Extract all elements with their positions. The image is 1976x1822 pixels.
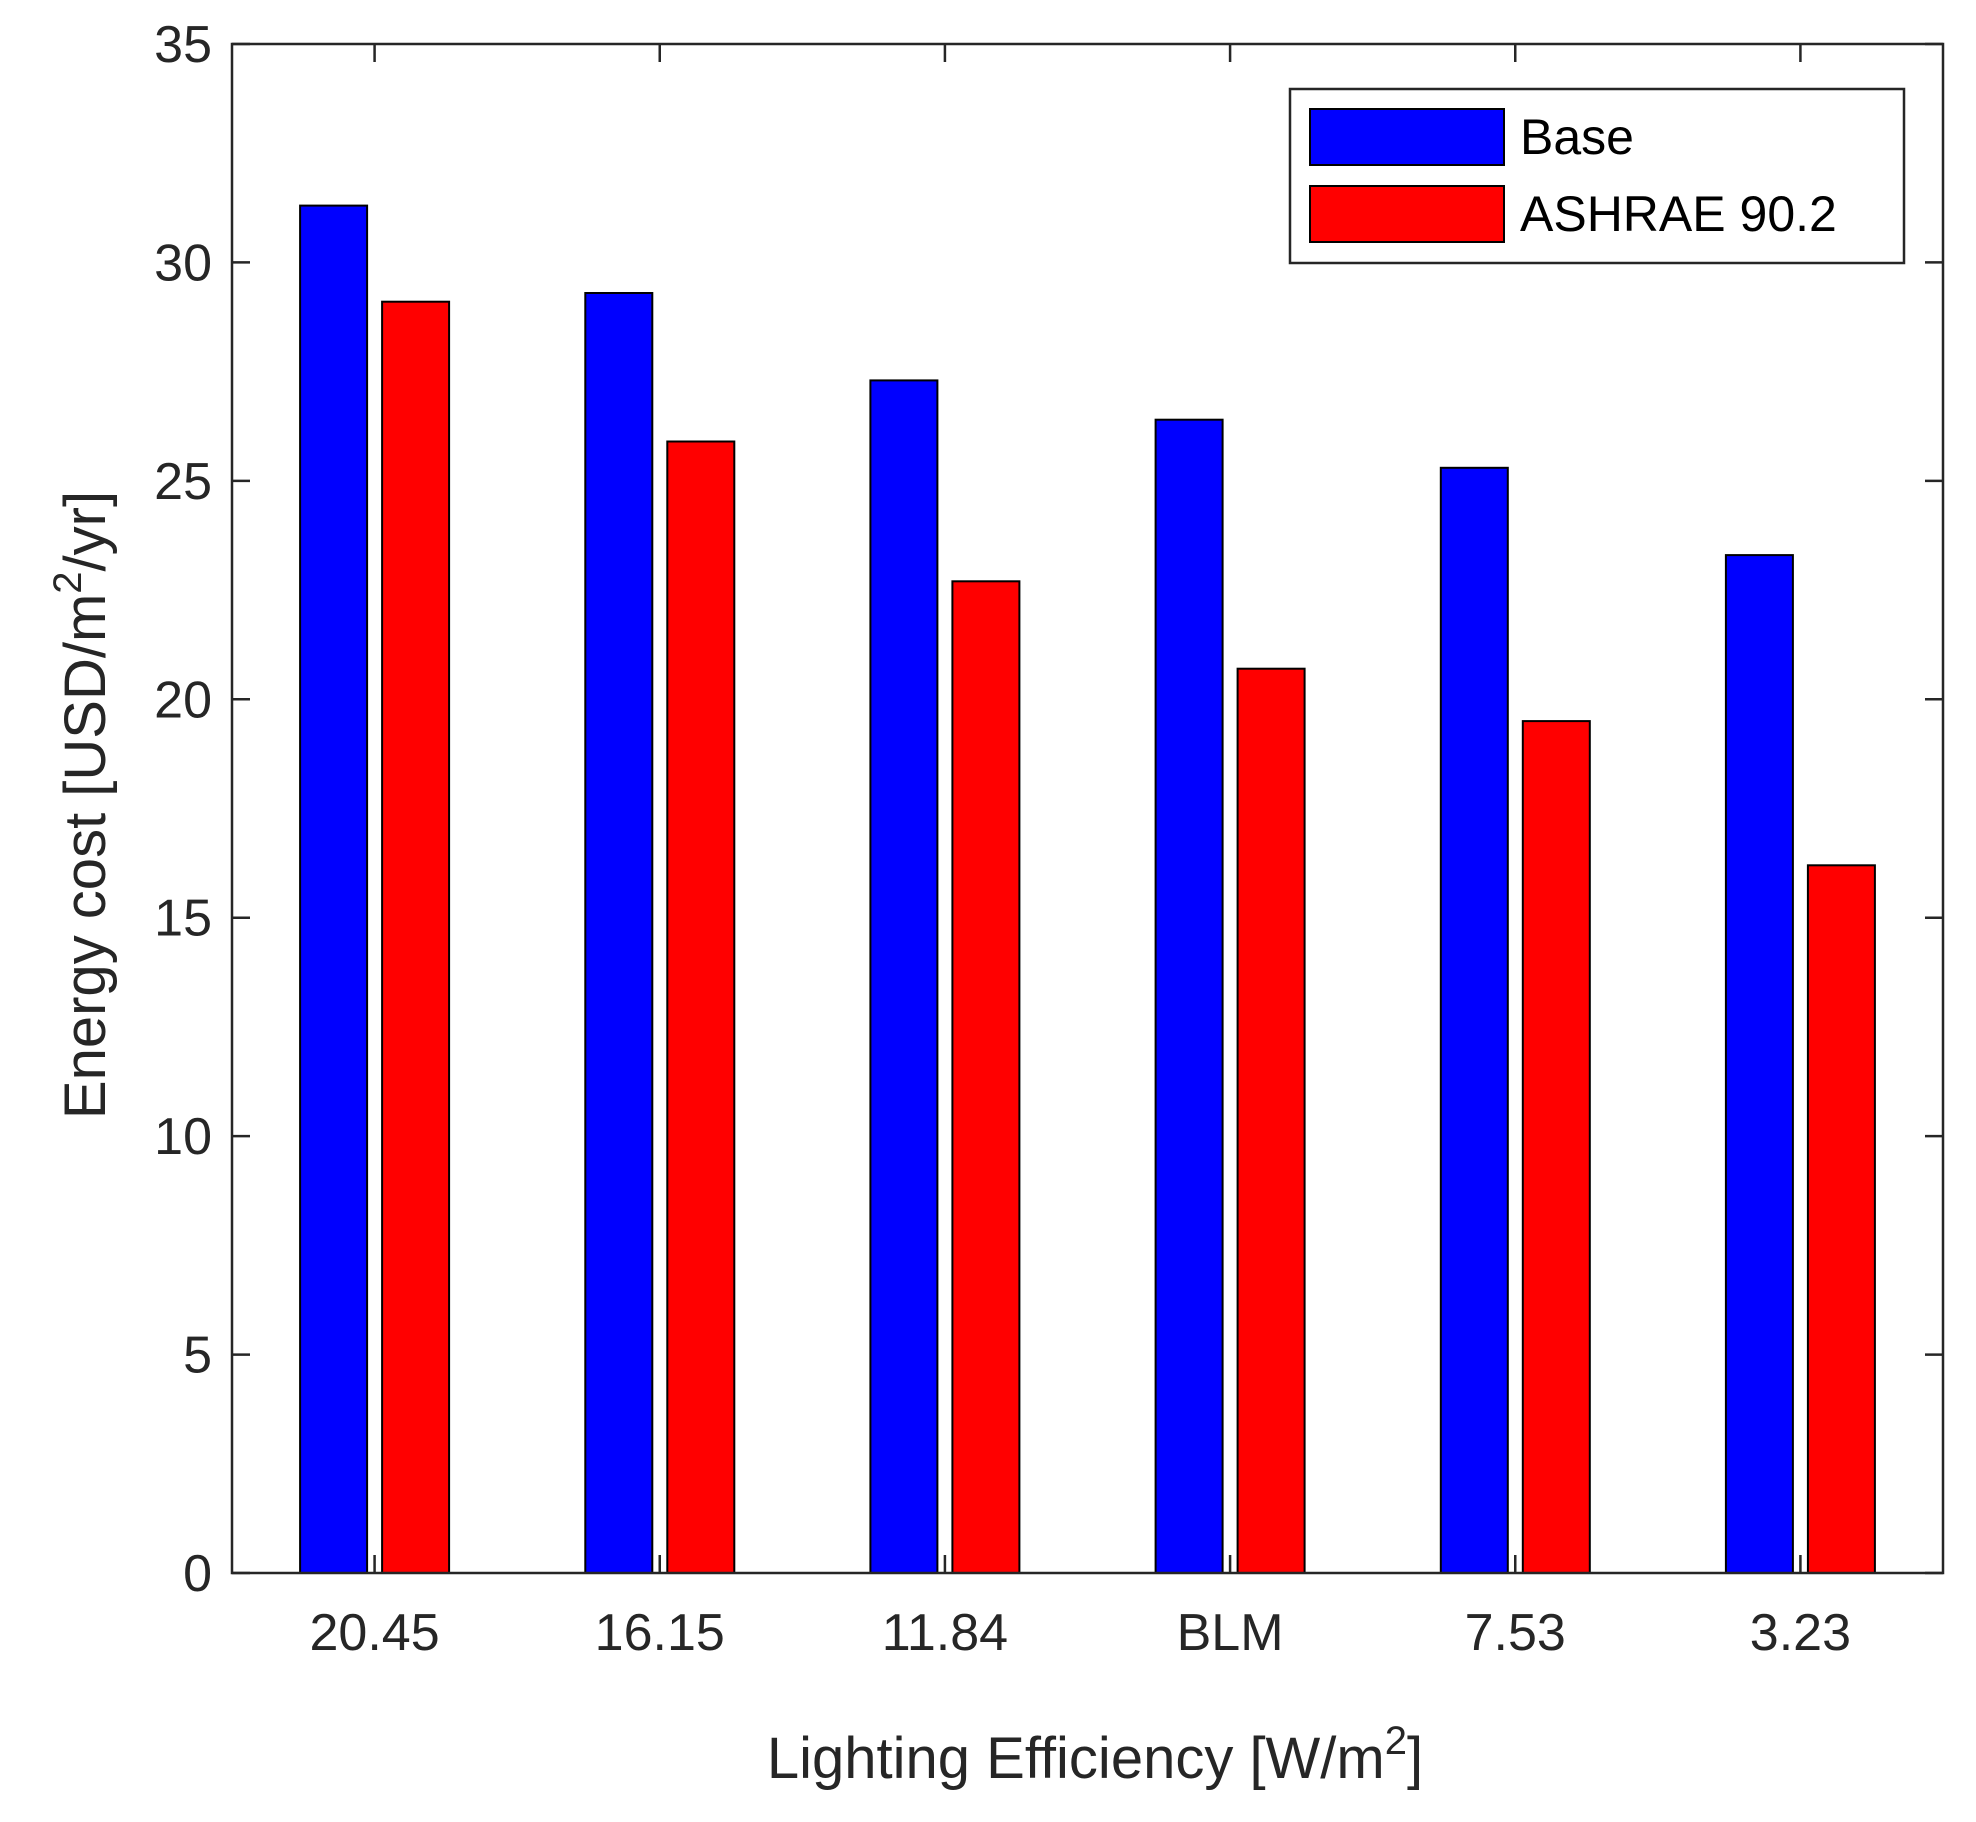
bar-base-3-23 [1724, 554, 1794, 1574]
x-tick-label-20-45: 20.45 [310, 1604, 440, 1662]
legend-label-base: Base [1520, 109, 1634, 165]
y-tick-label-15: 15 [154, 890, 212, 948]
y-tick-label-35: 35 [154, 16, 212, 74]
legend-swatch-ashrae-90-2 [1309, 185, 1505, 243]
bar-ashrae-90-2-20-45 [381, 300, 451, 1575]
y-tick-label-30: 30 [154, 234, 212, 292]
legend-swatch-base [1309, 108, 1505, 166]
legend-label-ashrae-90-2: ASHRAE 90.2 [1520, 186, 1837, 242]
bar-ashrae-90-2-11-84 [951, 580, 1021, 1574]
y-tick-label-10: 10 [154, 1108, 212, 1166]
bar-base-7-53 [1439, 466, 1509, 1574]
legend: Base ASHRAE 90.2 [1288, 87, 1906, 265]
bar-base-16-15 [584, 292, 654, 1574]
bar-base-blm [1154, 418, 1224, 1575]
x-tick-label-3-23: 3.23 [1750, 1604, 1851, 1662]
plot-background [232, 44, 1943, 1573]
x-tick-label-16-15: 16.15 [595, 1604, 725, 1662]
y-tick-label-0: 0 [183, 1545, 212, 1603]
axes: 0 5 10 15 20 25 30 35 20.45 16.15 11.84 BLM 7.53 3.23 [154, 16, 1945, 1662]
y-axis-title: Energy cost [USD/m2/yr] [46, 491, 118, 1119]
bar-base-20-45 [299, 204, 369, 1575]
bar-ashrae-90-2-blm [1236, 667, 1306, 1574]
plot-area [232, 44, 1943, 1575]
bar-ashrae-90-2-16-15 [666, 440, 736, 1574]
axes-box [230, 42, 1945, 1575]
y-tick-label-25: 25 [154, 453, 212, 511]
y-tick-label-20: 20 [154, 671, 212, 729]
y-tick-label-5: 5 [183, 1327, 212, 1385]
bar-ashrae-90-2-3-23 [1806, 864, 1876, 1574]
x-axis-title: Lighting Efficiency [W/m2] [767, 1719, 1423, 1791]
x-tick-label-7-53: 7.53 [1465, 1604, 1566, 1662]
x-tick-label-blm: BLM [1177, 1604, 1284, 1662]
bar-ashrae-90-2-7-53 [1521, 720, 1591, 1574]
bar-base-11-84 [869, 379, 939, 1574]
x-tick-label-11-84: 11.84 [882, 1604, 1008, 1662]
